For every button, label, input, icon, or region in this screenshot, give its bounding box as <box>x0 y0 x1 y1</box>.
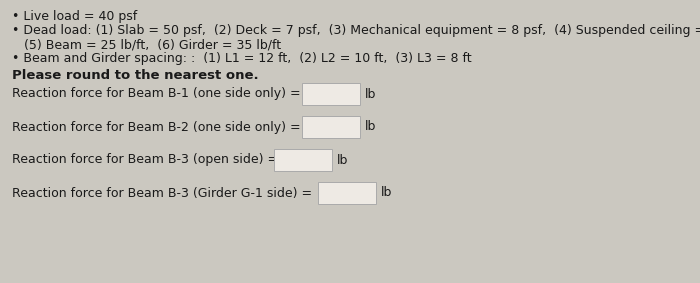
Text: • Live load = 40 psf: • Live load = 40 psf <box>12 10 137 23</box>
Text: Reaction force for Beam B-3 (open side) =: Reaction force for Beam B-3 (open side) … <box>12 153 278 166</box>
Text: lb: lb <box>381 186 393 200</box>
Text: Reaction force for Beam B-1 (one side only) =: Reaction force for Beam B-1 (one side on… <box>12 87 300 100</box>
Text: • Beam and Girder spacing: :  (1) L1 = 12 ft,  (2) L2 = 10 ft,  (3) L3 = 8 ft: • Beam and Girder spacing: : (1) L1 = 12… <box>12 52 472 65</box>
FancyBboxPatch shape <box>318 182 376 204</box>
Text: Reaction force for Beam B-3 (Girder G-1 side) =: Reaction force for Beam B-3 (Girder G-1 … <box>12 186 312 200</box>
FancyBboxPatch shape <box>274 149 332 171</box>
FancyBboxPatch shape <box>302 116 360 138</box>
Text: lb: lb <box>337 153 349 166</box>
Text: lb: lb <box>365 121 377 134</box>
Text: Reaction force for Beam B-2 (one side only) =: Reaction force for Beam B-2 (one side on… <box>12 121 300 134</box>
Text: (5) Beam = 25 lb/ft,  (6) Girder = 35 lb/ft: (5) Beam = 25 lb/ft, (6) Girder = 35 lb/… <box>24 38 281 51</box>
Text: • Dead load: (1) Slab = 50 psf,  (2) Deck = 7 psf,  (3) Mechanical equipment = 8: • Dead load: (1) Slab = 50 psf, (2) Deck… <box>12 24 700 37</box>
Text: Please round to the nearest one.: Please round to the nearest one. <box>12 69 258 82</box>
FancyBboxPatch shape <box>302 83 360 105</box>
Text: lb: lb <box>365 87 377 100</box>
